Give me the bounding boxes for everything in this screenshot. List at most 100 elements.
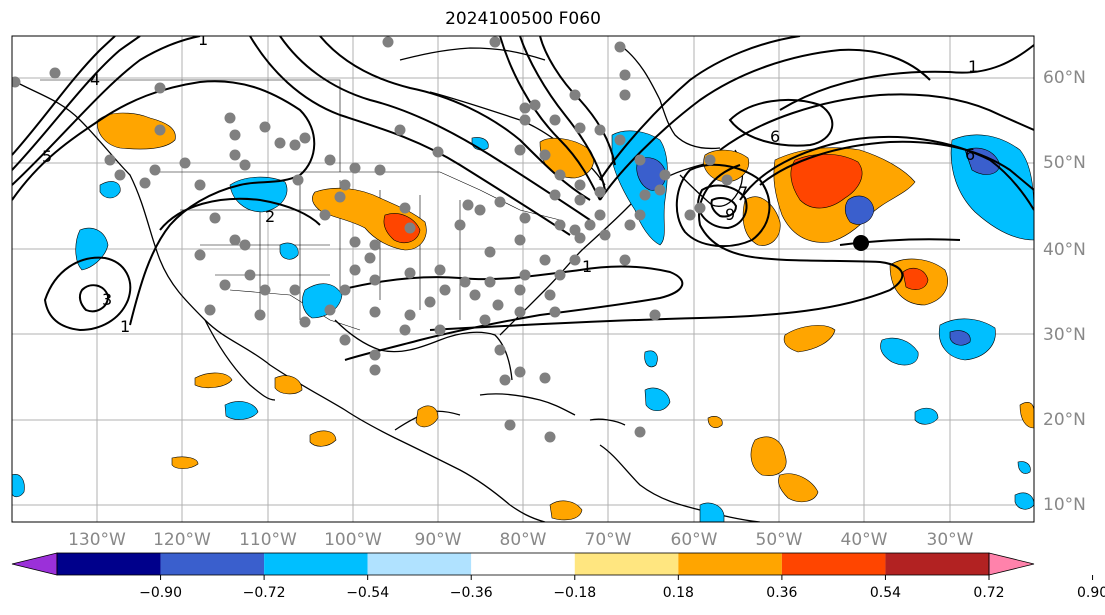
station-dot <box>194 179 206 191</box>
station-dot <box>404 267 416 279</box>
station-dot <box>479 314 491 326</box>
contour-label: 9 <box>725 205 735 224</box>
station-dot <box>519 269 531 281</box>
station-dot <box>549 306 561 318</box>
contour-label: 1 <box>968 57 978 76</box>
station-dot <box>494 344 506 356</box>
station-dot <box>634 209 646 221</box>
station-dot <box>219 279 231 291</box>
storm-center-marker <box>853 235 869 251</box>
contour-label: 4 <box>90 70 100 89</box>
station-dot <box>594 186 606 198</box>
contour-label: 1 <box>582 257 592 276</box>
lon-label-30w: 30°W <box>927 530 974 550</box>
station-dot <box>569 224 581 236</box>
station-dot <box>639 189 651 201</box>
station-dot <box>229 149 241 161</box>
station-dot <box>462 199 474 211</box>
colorbar-segment <box>264 553 368 575</box>
station-dot <box>544 431 556 443</box>
station-dot <box>494 196 506 208</box>
station-dot <box>349 264 361 276</box>
lon-label-130w: 130°W <box>68 530 126 550</box>
station-dot <box>614 41 626 53</box>
station-dot <box>554 219 566 231</box>
station-dot <box>434 324 446 336</box>
station-dot <box>569 89 581 101</box>
station-dot <box>299 132 311 144</box>
station-dot <box>574 179 586 191</box>
station-dot <box>194 249 206 261</box>
station-dot <box>459 276 471 288</box>
station-dot <box>382 36 394 48</box>
station-dot <box>364 252 376 264</box>
station-dot <box>254 309 266 321</box>
station-dot <box>504 419 516 431</box>
station-dot <box>339 334 351 346</box>
lat-label-60n: 60°N <box>1043 68 1086 88</box>
station-dot <box>484 276 496 288</box>
station-dot <box>569 254 581 266</box>
contour-label: 7 <box>738 183 748 202</box>
station-dot <box>369 349 381 361</box>
colorbar-tick-label: −0.54 <box>346 585 389 601</box>
station-dot <box>244 269 256 281</box>
station-dot <box>434 264 446 276</box>
station-dot <box>324 304 336 316</box>
colorbar-segment <box>367 553 472 575</box>
station-dot <box>519 212 531 224</box>
station-dot <box>334 191 346 203</box>
station-dot <box>649 309 661 321</box>
station-dot <box>404 309 416 321</box>
station-dot <box>339 179 351 191</box>
station-dot <box>514 306 526 318</box>
lon-label-70w: 70°W <box>585 530 632 550</box>
station-dot <box>399 324 411 336</box>
lon-label-100w: 100°W <box>324 530 382 550</box>
colorbar: −0.90 −0.72 −0.54 −0.36 −0.18 0.18 0.36 0.54 0.7… <box>11 552 1105 601</box>
station-dot <box>659 169 671 181</box>
station-dot <box>539 372 551 384</box>
latitude-labels: 60°N 50°N 40°N 30°N 20°N 10°N <box>1043 68 1086 515</box>
colorbar-segment <box>574 553 679 575</box>
contour-label: 6 <box>770 127 780 146</box>
station-dot <box>519 114 531 126</box>
station-dot <box>549 189 561 201</box>
station-dot <box>49 67 61 79</box>
station-dot <box>139 177 151 189</box>
station-dot <box>394 124 406 136</box>
colorbar-tick-label: −0.18 <box>553 585 596 601</box>
contour-label: 2 <box>265 207 275 226</box>
station-dot <box>499 374 511 386</box>
colorbar-tick-label: 0.72 <box>973 585 1004 601</box>
station-dot <box>369 306 381 318</box>
lat-label-10n: 10°N <box>1043 495 1086 515</box>
colorbar-segment <box>160 553 265 575</box>
station-dot <box>439 284 451 296</box>
colorbar-tick-label: 0.90 <box>1077 585 1105 601</box>
station-dot <box>594 124 606 136</box>
station-dot <box>514 366 526 378</box>
station-dot <box>399 202 411 214</box>
station-dot <box>469 289 481 301</box>
station-dot <box>369 239 381 251</box>
station-dot <box>474 204 486 216</box>
station-dot <box>239 239 251 251</box>
station-dot <box>339 284 351 296</box>
station-dot <box>404 222 416 234</box>
station-dot <box>619 69 631 81</box>
colorbar-segment <box>781 553 886 575</box>
contour-label: 6 <box>965 145 975 164</box>
colorbar-tick-label: −0.72 <box>243 585 286 601</box>
station-markers <box>12 36 733 443</box>
station-dot <box>721 174 733 186</box>
station-dot <box>634 426 646 438</box>
station-dot <box>432 146 444 158</box>
colorbar-right-extension <box>988 552 1035 576</box>
station-dot <box>694 202 706 214</box>
station-dot <box>369 364 381 376</box>
station-dot <box>12 76 21 88</box>
station-dot <box>549 114 561 126</box>
colorbar-segment <box>885 553 989 575</box>
